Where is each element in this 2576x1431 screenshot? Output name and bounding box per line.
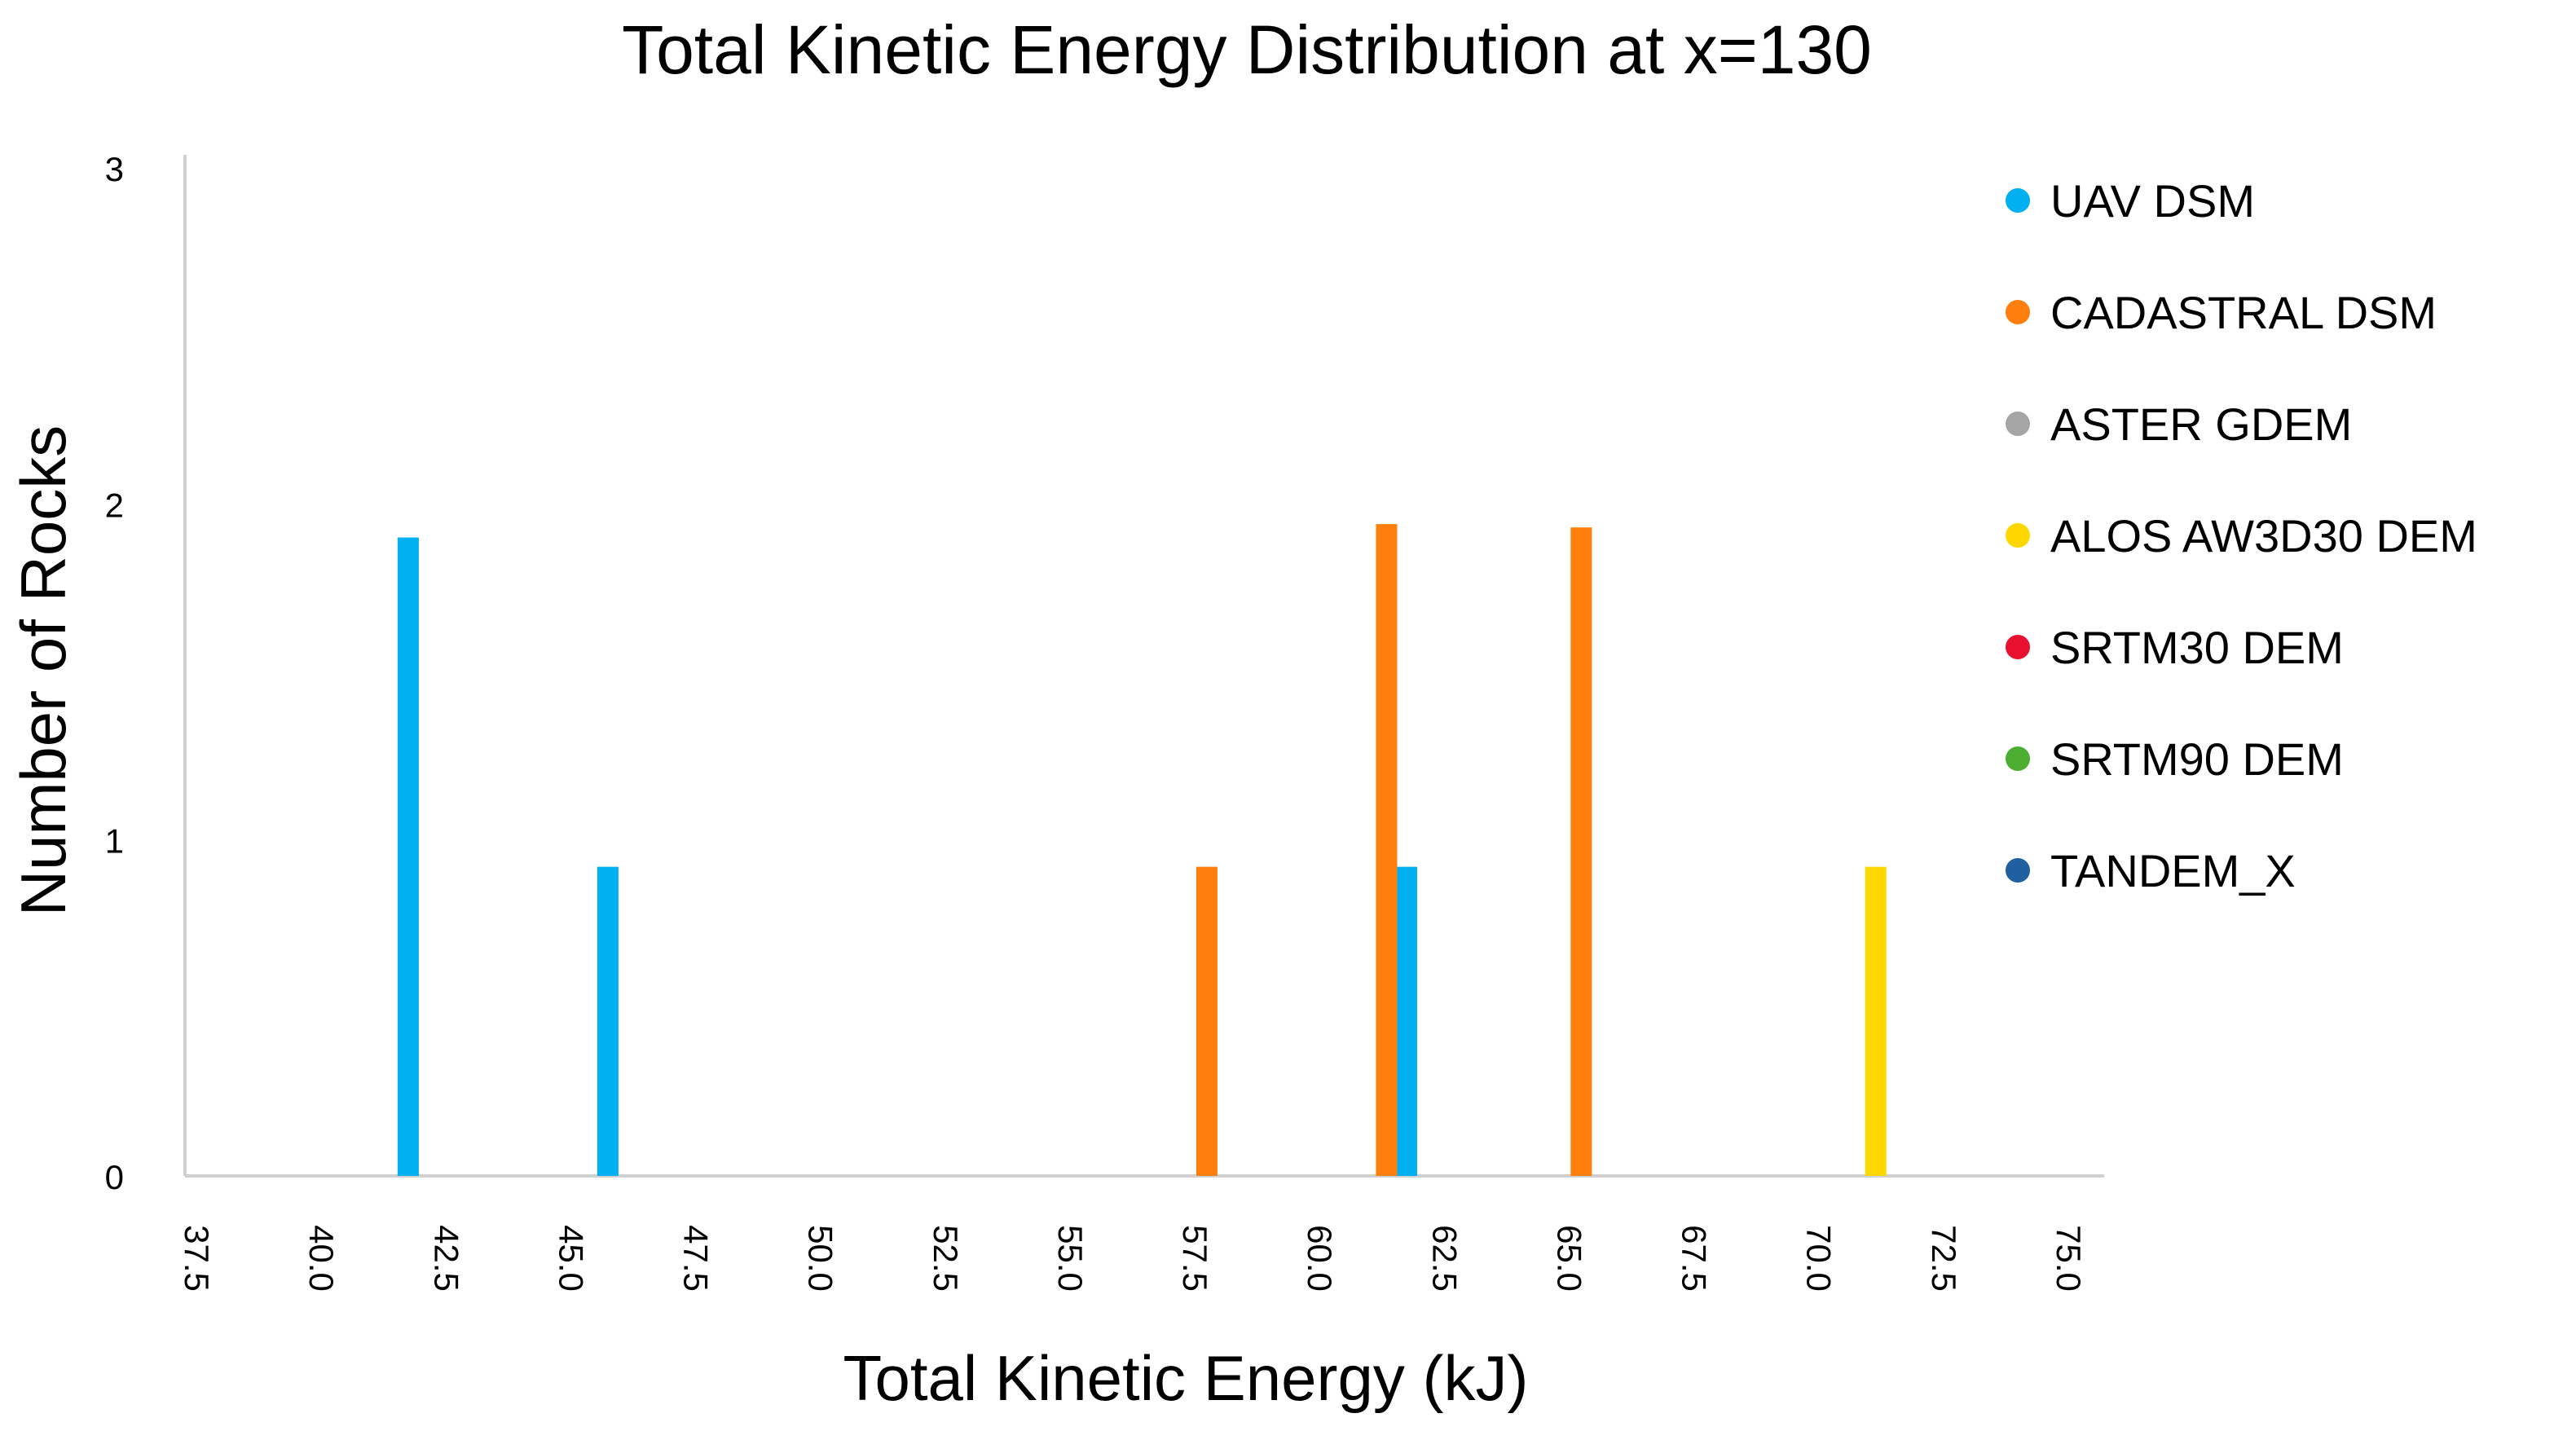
y-tick-label: 3 <box>105 150 124 188</box>
x-tick-label: 50.0 <box>802 1225 840 1292</box>
legend-label: UAV DSM <box>2050 175 2255 227</box>
legend-label: ASTER GDEM <box>2050 398 2352 450</box>
bar-uav-dsm <box>1395 866 1417 1176</box>
x-tick-label: 47.5 <box>677 1225 716 1292</box>
bar-cadastral-dsm <box>1376 524 1398 1176</box>
y-tick-label: 2 <box>105 486 124 524</box>
x-tick-label: 60.0 <box>1301 1225 1339 1292</box>
bar-alos-aw3d30-dem <box>1865 866 1887 1176</box>
legend-marker <box>2006 523 2030 548</box>
legend-marker <box>2006 188 2030 213</box>
bar-cadastral-dsm <box>1196 866 1218 1176</box>
bars <box>397 524 1887 1176</box>
x-tick-label: 45.0 <box>552 1225 590 1292</box>
x-tick-label: 62.5 <box>1425 1225 1464 1292</box>
legend-label: CADASTRAL DSM <box>2050 287 2437 338</box>
legend-marker <box>2006 300 2030 324</box>
bar-uav-dsm <box>397 537 419 1176</box>
bar-cadastral-dsm <box>1570 527 1592 1176</box>
x-tick-label: 65.0 <box>1550 1225 1588 1292</box>
x-tick-label: 67.5 <box>1676 1225 1714 1292</box>
y-tick-label: 0 <box>105 1158 124 1196</box>
x-tick-label: 52.5 <box>927 1225 965 1292</box>
x-tick-label: 42.5 <box>427 1225 465 1292</box>
y-axis-title: Number of Rocks <box>7 425 79 917</box>
x-axis-title: Total Kinetic Energy (kJ) <box>843 1342 1529 1414</box>
y-tick-labels: 0 1 2 3 <box>105 150 124 1196</box>
chart-title: Total Kinetic Energy Distribution at x=1… <box>622 11 1872 88</box>
legend-marker <box>2006 412 2030 436</box>
x-tick-label: 37.5 <box>178 1225 216 1292</box>
legend-marker <box>2006 746 2030 771</box>
x-tick-label: 55.0 <box>1051 1225 1090 1292</box>
legend-label: SRTM30 DEM <box>2050 622 2344 673</box>
legend-marker <box>2006 858 2030 883</box>
legend-label: SRTM90 DEM <box>2050 733 2344 785</box>
x-tick-label: 72.5 <box>1925 1225 1963 1292</box>
legend-label: ALOS AW3D30 DEM <box>2050 510 2477 561</box>
legend-marker <box>2006 635 2030 659</box>
bar-uav-dsm <box>597 866 619 1176</box>
legend-label: TANDEM_X <box>2050 845 2296 896</box>
x-tick-label: 40.0 <box>302 1225 341 1292</box>
x-tick-label: 75.0 <box>2050 1225 2088 1292</box>
x-tick-label: 70.0 <box>1800 1225 1838 1292</box>
x-tick-labels: 37.5 40.0 42.5 45.0 47.5 50.0 52.5 55.0 57.5 60.0… <box>178 1225 2088 1292</box>
y-tick-label: 1 <box>105 822 124 861</box>
legend: UAV DSM CADASTRAL DSM ASTER GDEM ALOS AW3D3… <box>2006 175 2477 896</box>
x-tick-label: 57.5 <box>1176 1225 1214 1292</box>
